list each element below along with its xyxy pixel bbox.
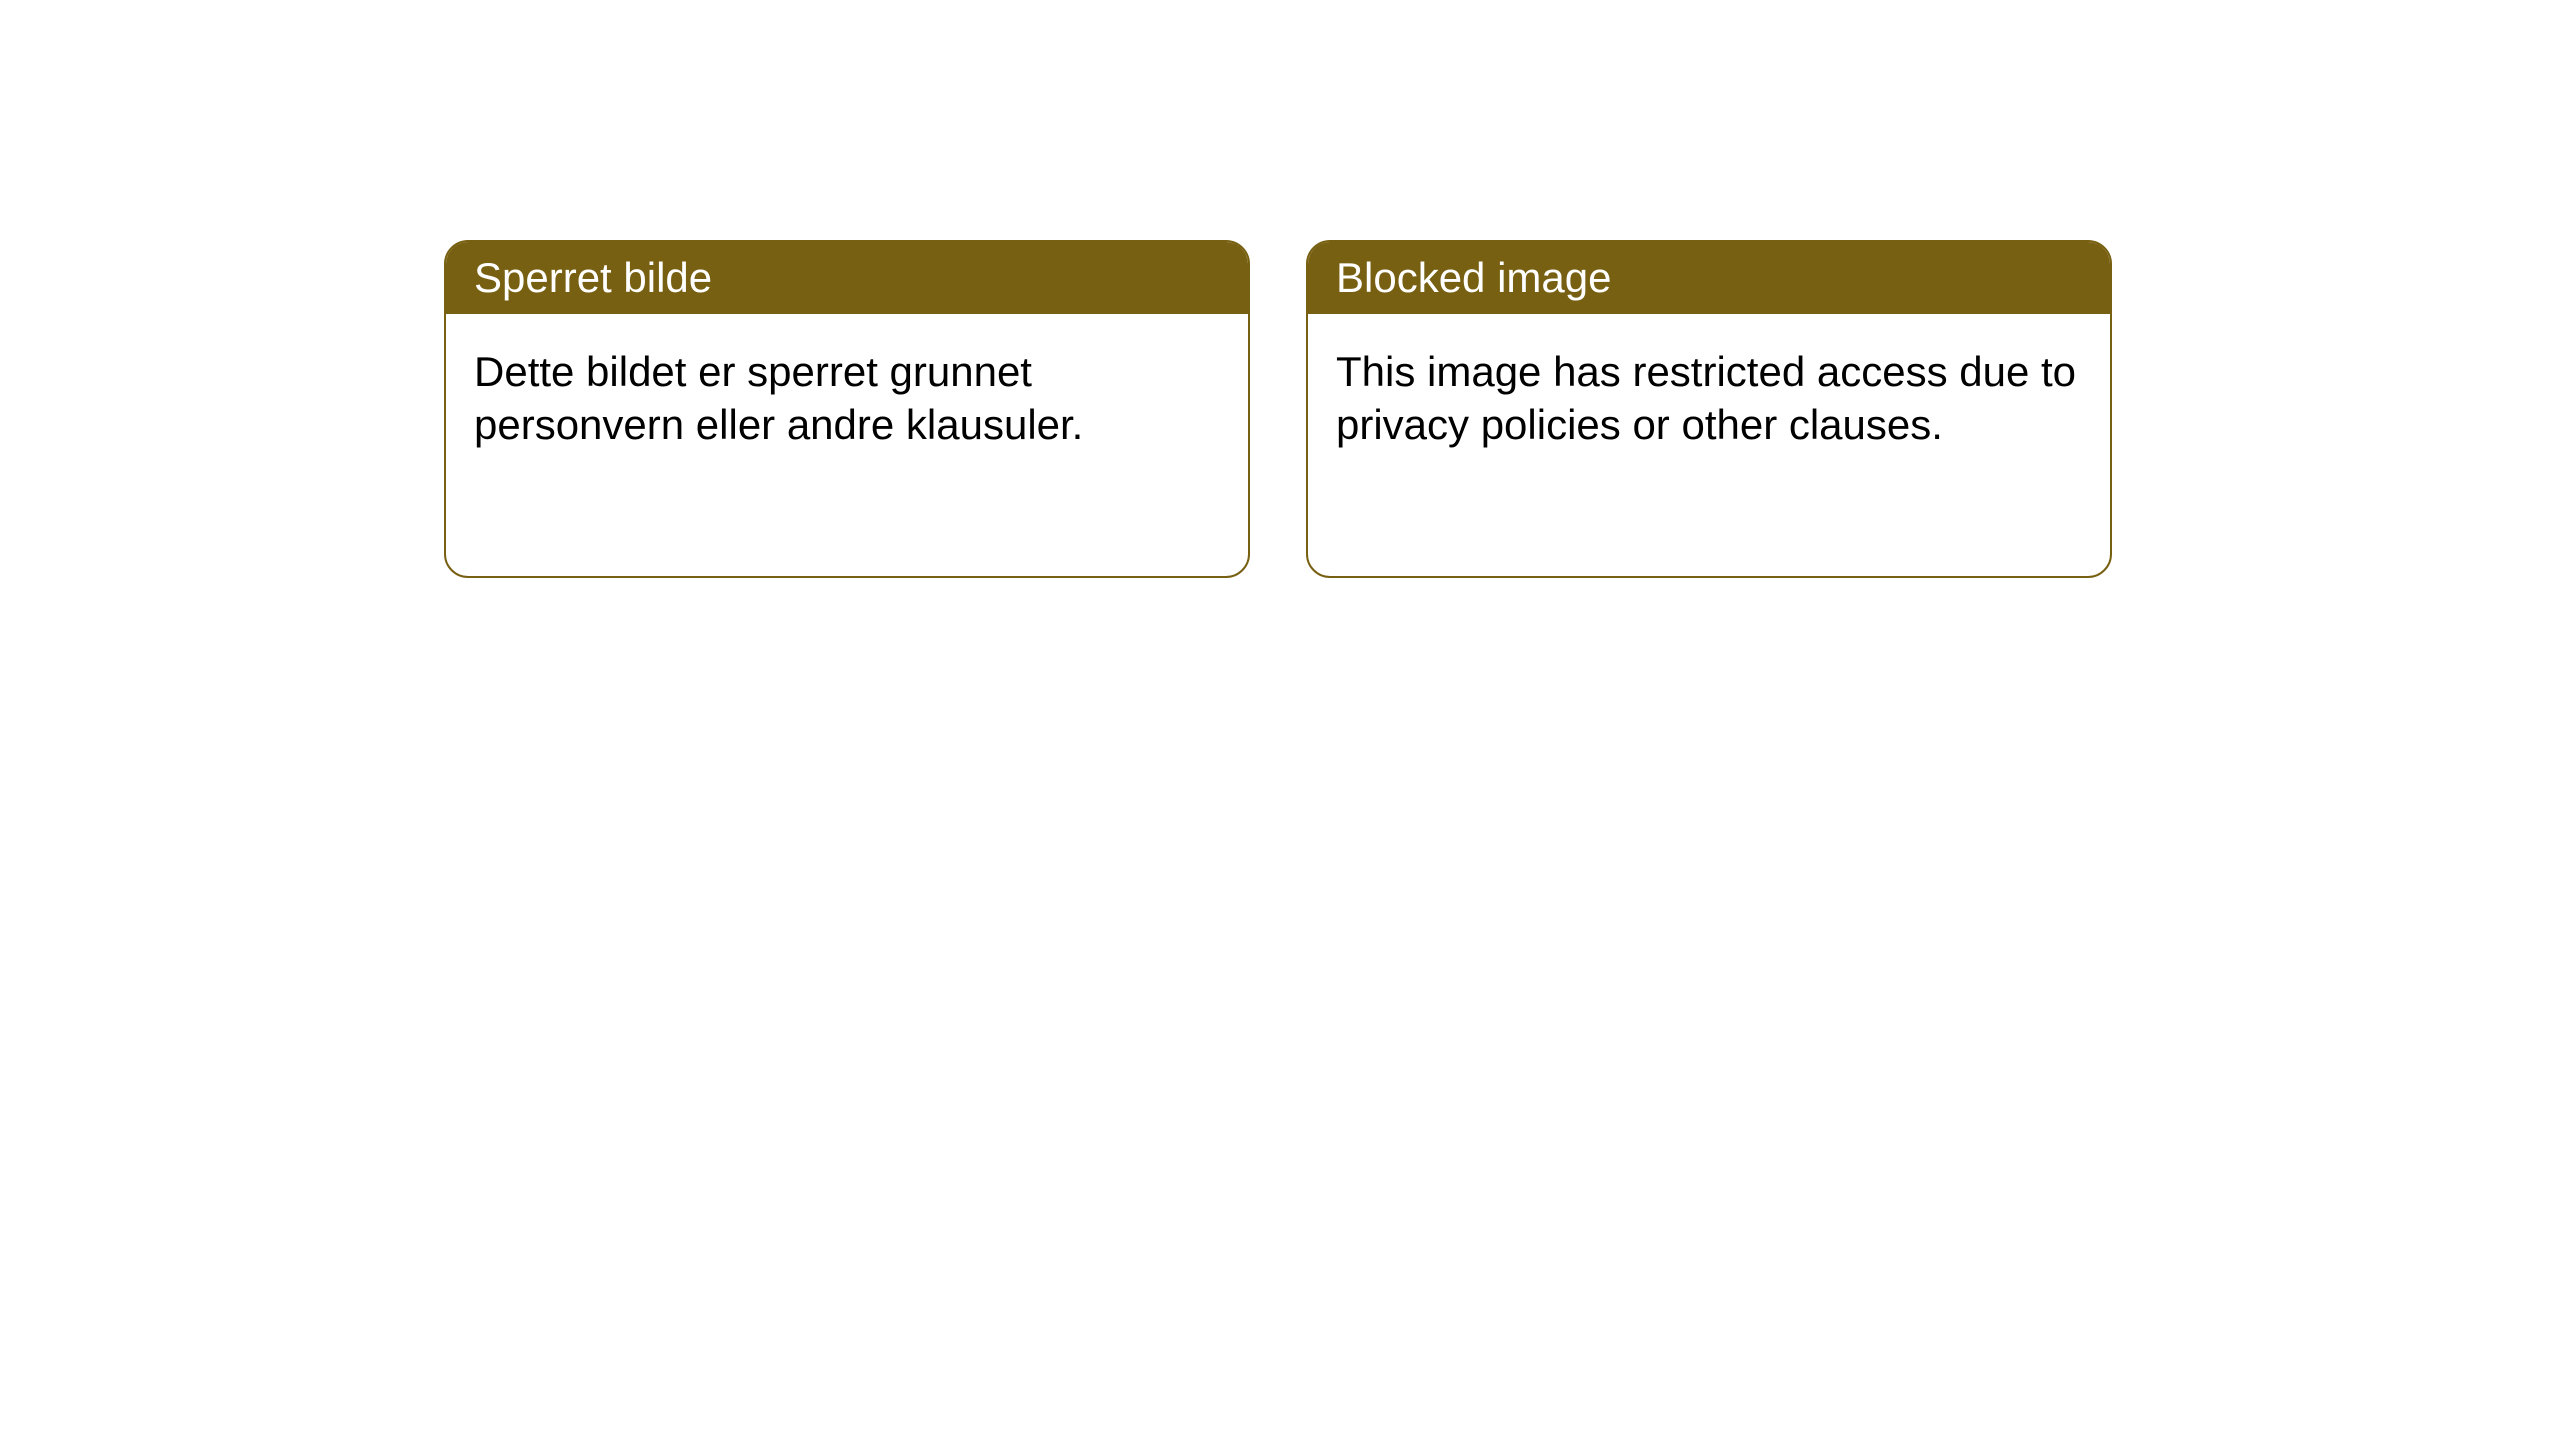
notice-cards-container: Sperret bilde Dette bildet er sperret gr… xyxy=(0,0,2560,578)
card-title-en: Blocked image xyxy=(1308,242,2110,314)
card-title-no: Sperret bilde xyxy=(446,242,1248,314)
blocked-image-card-en: Blocked image This image has restricted … xyxy=(1306,240,2112,578)
blocked-image-card-no: Sperret bilde Dette bildet er sperret gr… xyxy=(444,240,1250,578)
card-body-en: This image has restricted access due to … xyxy=(1308,314,2110,483)
card-body-no: Dette bildet er sperret grunnet personve… xyxy=(446,314,1248,483)
